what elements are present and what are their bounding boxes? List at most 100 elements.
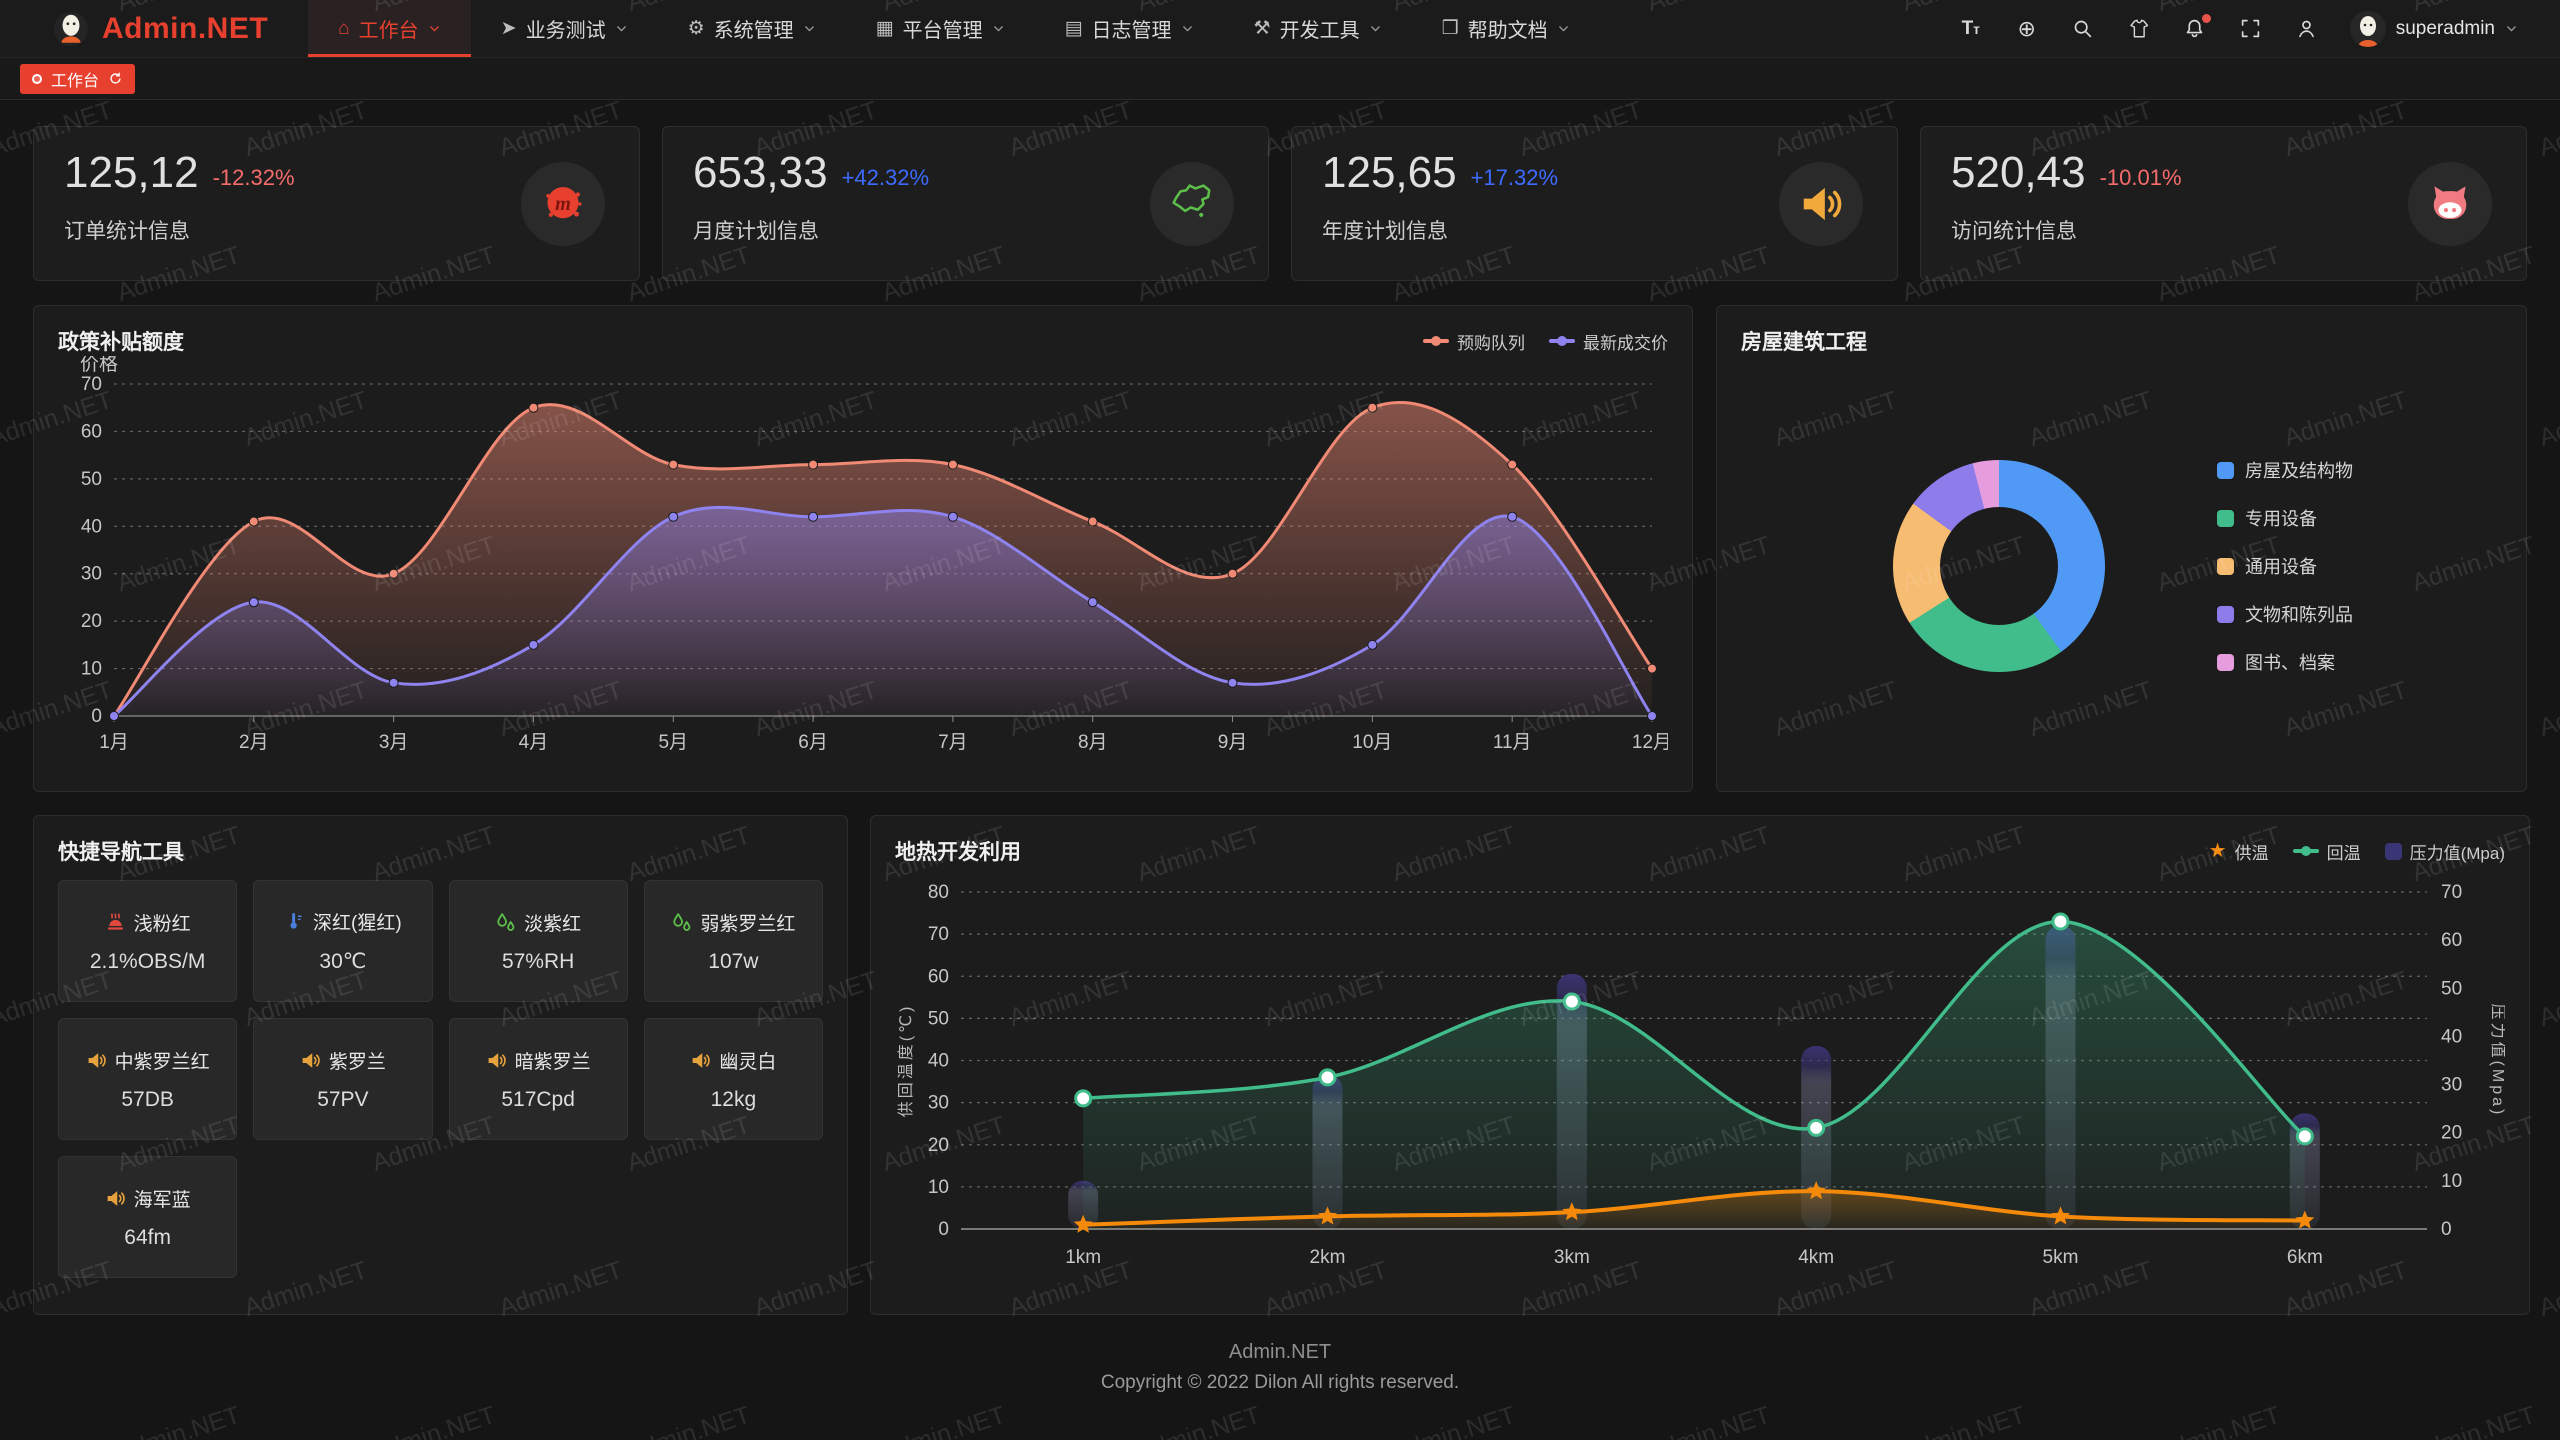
legend-label: 文物和陈列品 <box>2245 605 2353 625</box>
svg-text:4km: 4km <box>1798 1247 1834 1268</box>
menu-label: 系统管理 <box>713 20 794 42</box>
quick-label: 幽灵白 <box>719 1051 777 1073</box>
dual-chart-legend: ★ 供温 回温 压力值(Mpa) <box>2209 839 2505 864</box>
legend-item-压力值(Mpa)[interactable]: 压力值(Mpa) <box>2384 839 2505 864</box>
svg-text:m: m <box>555 193 571 215</box>
donut-chart <box>1893 460 2105 672</box>
svg-text:80: 80 <box>928 882 949 903</box>
svg-text:30: 30 <box>928 1093 949 1114</box>
legend-item-预购队列[interactable]: 预购队列 <box>1423 329 1525 354</box>
user-menu[interactable]: superadmin <box>2349 10 2518 47</box>
search-icon[interactable] <box>2070 16 2096 42</box>
stat-card-年度计划信息: 125,65 +17.32% 年度计划信息 <box>1291 126 1898 281</box>
quick-label: 淡紫红 <box>524 913 582 935</box>
stat-delta: +17.32% <box>1470 165 1559 190</box>
quick-nav-紫罗兰[interactable]: 紫罗兰 57PV <box>253 1018 433 1140</box>
brand-logo[interactable]: Admin.NET <box>0 0 308 57</box>
tab-workbench[interactable]: 工作台 <box>20 63 136 94</box>
quick-nav-海军蓝[interactable]: 海军蓝 64fm <box>58 1156 238 1278</box>
menu-item-系统管理[interactable]: ⚙ 系统管理 <box>658 0 846 57</box>
donut-legend-通用设备[interactable]: 通用设备 <box>2217 553 2353 579</box>
legend-label: 最新成交价 <box>1583 333 1668 353</box>
svg-text:6月: 6月 <box>798 732 828 753</box>
active-dot-icon <box>32 73 42 84</box>
quick-nav-弱紫罗兰红[interactable]: 弱紫罗兰红 107w <box>643 880 823 1002</box>
quick-nav-浅粉红[interactable]: 浅粉红 2.1%OBS/M <box>58 880 238 1002</box>
menu-item-帮助文档[interactable]: ❒ 帮助文档 <box>1412 0 1600 57</box>
menu-label: 业务测试 <box>525 20 606 42</box>
panel-title: 快捷导航工具 <box>58 841 184 864</box>
svg-text:20: 20 <box>928 1135 949 1156</box>
legend-swatch <box>2217 653 2234 671</box>
speaker-icon <box>1779 161 1863 246</box>
quick-nav-中紫罗兰红[interactable]: 中紫罗兰红 57DB <box>58 1018 238 1140</box>
svg-text:9月: 9月 <box>1218 732 1248 753</box>
svg-text:供回温度(℃): 供回温度(℃) <box>897 1004 915 1118</box>
dual-axis-chart-container: 0 10 20 30 40 50 60 70 80 0 10 20 30 40 50 60 70 供回温度(℃) 压… <box>895 866 2507 1276</box>
donut-legend-专用设备[interactable]: 专用设备 <box>2217 505 2353 531</box>
svg-text:8月: 8月 <box>1078 732 1108 753</box>
profile-icon[interactable] <box>2294 16 2320 42</box>
quick-value: 64fm <box>124 1225 171 1249</box>
language-icon[interactable]: ⊕ <box>2017 15 2036 41</box>
menu-item-日志管理[interactable]: ▤ 日志管理 <box>1035 0 1224 57</box>
quick-nav-grid: 浅粉红 2.1%OBS/M 深红(猩红) 30℃ 淡紫红 57%RH 弱紫罗兰红 10… <box>58 880 823 1278</box>
svg-text:5月: 5月 <box>658 732 688 753</box>
quick-nav-暗紫罗兰[interactable]: 暗紫罗兰 517Cpd <box>448 1018 628 1140</box>
quick-nav-深红(猩红)[interactable]: 深红(猩红) 30℃ <box>253 880 433 1002</box>
legend-swatch <box>2217 557 2234 575</box>
svg-text:0: 0 <box>938 1219 949 1240</box>
svg-text:6km: 6km <box>2287 1247 2323 1268</box>
quick-label: 深红(猩红) <box>313 913 402 934</box>
donut-legend-文物和陈列品[interactable]: 文物和陈列品 <box>2217 601 2353 627</box>
menu-item-业务测试[interactable]: ➤ 业务测试 <box>471 0 658 57</box>
quick-value: 57%RH <box>501 949 575 973</box>
stat-card-访问统计信息: 520,43 -10.01% 访问统计信息 <box>1920 126 2527 281</box>
legend-item-回温[interactable]: 回温 <box>2292 839 2361 864</box>
theme-icon[interactable] <box>2126 16 2152 42</box>
footer: Admin.NET Copyright © 2022 Dilon All rig… <box>33 1341 2527 1394</box>
refresh-icon[interactable] <box>108 71 123 86</box>
notification-bell-icon[interactable] <box>2182 13 2211 42</box>
legend-label: 图书、档案 <box>2245 653 2335 673</box>
legend-swatch <box>2217 509 2234 527</box>
svg-text:1月: 1月 <box>99 732 129 753</box>
stat-label: 年度计划信息 <box>1322 220 1448 243</box>
legend-label: 压力值(Mpa) <box>2409 843 2505 863</box>
menu-item-平台管理[interactable]: ▦ 平台管理 <box>846 0 1035 57</box>
humidity-icon <box>671 912 692 933</box>
quick-value: 517Cpd <box>501 1087 575 1111</box>
font-size-icon[interactable]: Tт <box>1961 17 1980 39</box>
svg-text:5km: 5km <box>2043 1247 2079 1268</box>
legend-swatch <box>2217 605 2234 623</box>
legend-label: 回温 <box>2326 843 2361 863</box>
donut-legend-图书、档案[interactable]: 图书、档案 <box>2217 649 2353 675</box>
notification-badge <box>2201 13 2211 23</box>
svg-text:30: 30 <box>2441 1075 2462 1096</box>
legend-bar-marker <box>2384 842 2402 860</box>
svg-text:70: 70 <box>81 374 102 395</box>
menu-item-工作台[interactable]: ⌂ 工作台 <box>308 0 471 57</box>
quick-label: 紫罗兰 <box>328 1051 386 1073</box>
chevron-down-icon <box>615 22 628 35</box>
legend-line-marker <box>1549 336 1575 346</box>
quick-nav-幽灵白[interactable]: 幽灵白 12kg <box>643 1018 823 1140</box>
stat-value: 125,12 <box>64 148 199 197</box>
svg-text:3月: 3月 <box>379 732 409 753</box>
legend-item-最新成交价[interactable]: 最新成交价 <box>1549 329 1668 354</box>
donut-legend-房屋及结构物[interactable]: 房屋及结构物 <box>2217 457 2353 483</box>
fullscreen-icon[interactable] <box>2238 16 2264 42</box>
speaker-icon <box>105 1188 126 1209</box>
quick-label: 浅粉红 <box>133 913 191 935</box>
menu-item-开发工具[interactable]: ⚒ 开发工具 <box>1224 0 1412 57</box>
watermark-text: Admin.NET <box>878 1400 1009 1440</box>
panel-geothermal: 地热开发利用 ★ 供温 回温 压力值(Mpa) 0 10 20 30 40 50 60 70 80 0 1… <box>870 815 2530 1315</box>
quick-nav-淡紫红[interactable]: 淡紫红 57%RH <box>448 880 628 1002</box>
svg-text:50: 50 <box>928 1008 949 1029</box>
panel-title: 地热开发利用 <box>895 841 1021 864</box>
legend-label: 房屋及结构物 <box>2245 461 2353 481</box>
area-chart-legend: 预购队列 最新成交价 <box>1423 329 1668 354</box>
svg-text:60: 60 <box>81 421 102 442</box>
quick-value: 2.1%OBS/M <box>89 949 206 973</box>
legend-item-供温[interactable]: ★ 供温 <box>2209 839 2269 864</box>
